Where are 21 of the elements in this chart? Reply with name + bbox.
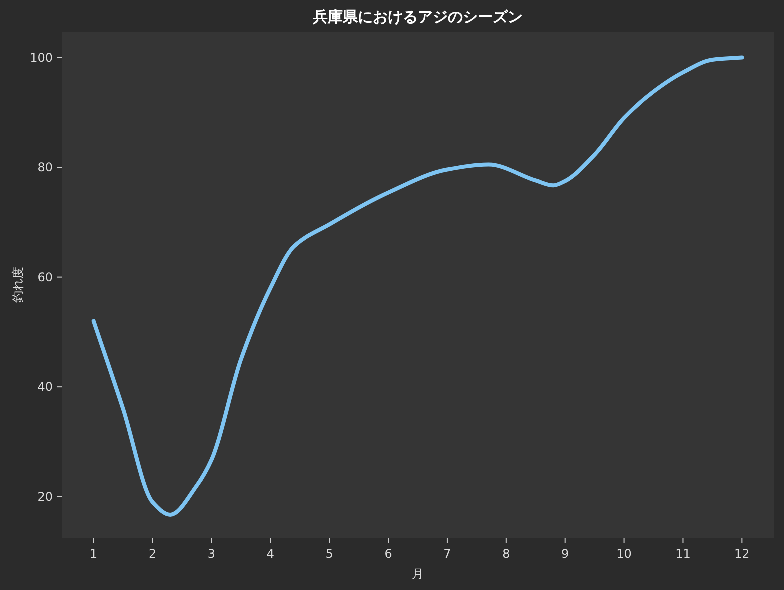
x-tick-label: 1 xyxy=(90,547,98,561)
chart-title: 兵庫県におけるアジのシーズン xyxy=(312,8,523,26)
x-tick-label: 10 xyxy=(616,547,632,561)
x-tick-label: 5 xyxy=(326,547,334,561)
y-axis-title: 釣れ度 xyxy=(11,267,25,303)
y-tick-label: 100 xyxy=(30,50,53,65)
x-tick-label: 2 xyxy=(148,547,157,561)
x-tick-label: 4 xyxy=(266,547,274,561)
y-tick-label: 40 xyxy=(38,380,53,394)
x-tick-label: 3 xyxy=(208,547,216,561)
x-tick-label: 6 xyxy=(384,547,392,561)
line-series xyxy=(92,56,744,517)
x-tick-label: 8 xyxy=(502,547,510,561)
x-axis-title: 月 xyxy=(412,567,424,581)
y-tick-label: 80 xyxy=(38,160,53,175)
x-tick-label: 9 xyxy=(562,547,570,561)
y-tick-label: 60 xyxy=(38,270,53,284)
y-tick-label: 20 xyxy=(38,490,53,504)
x-tick-label: 11 xyxy=(676,547,691,561)
x-tick-label: 7 xyxy=(444,547,452,561)
x-tick-label: 12 xyxy=(734,547,750,561)
